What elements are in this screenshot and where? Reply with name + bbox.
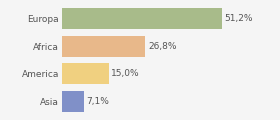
Text: 51,2%: 51,2% [224,14,253,23]
Text: 26,8%: 26,8% [148,42,176,51]
Bar [62,36,146,57]
Bar [62,63,109,84]
Bar [62,91,84,112]
Text: 15,0%: 15,0% [111,69,140,78]
Text: 7,1%: 7,1% [86,97,109,106]
Bar [62,8,222,29]
